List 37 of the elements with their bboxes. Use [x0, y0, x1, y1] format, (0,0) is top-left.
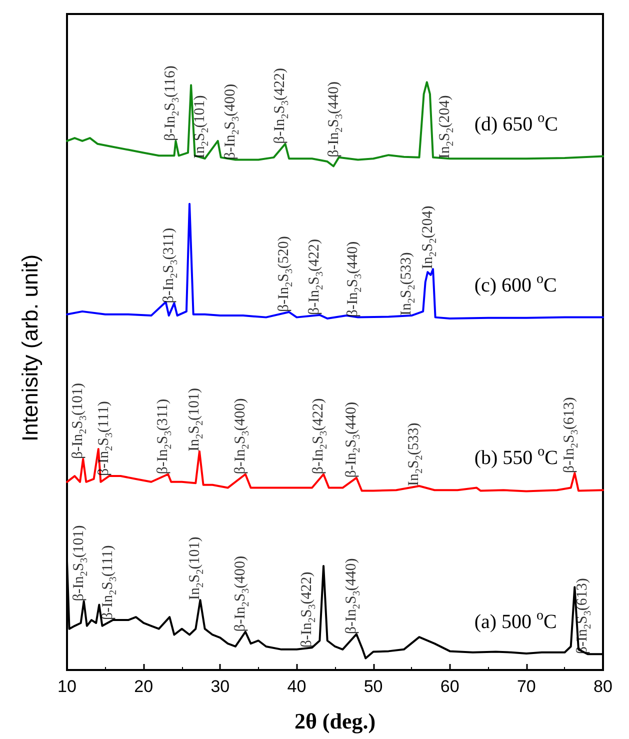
annotation: In2S2(533): [398, 252, 418, 316]
x-tick-label: 80: [594, 677, 612, 696]
annotation: β-In2S3(111): [100, 545, 119, 620]
x-tick-label: 40: [287, 677, 306, 696]
x-axis-title: 2θ (deg.): [294, 708, 376, 734]
annotation: β-In2S3(520): [276, 236, 296, 312]
annotation: β-In2S3(101): [70, 525, 90, 602]
annotation: β-In2S3(440): [344, 241, 364, 318]
annotation: In2S2(204): [436, 95, 456, 159]
y-axis-title: Intenisity (arb. unit): [18, 254, 42, 442]
x-tick-label: 60: [440, 677, 460, 696]
annotation: β-In2S3(400): [222, 84, 242, 160]
annotation: β-In2S3(440): [326, 81, 345, 158]
x-tick-label: 30: [210, 677, 230, 696]
annotation: In2S2(101): [187, 536, 206, 600]
annotation: β-In2S3(422): [306, 238, 326, 315]
annotation: β-In2S3(613): [562, 397, 581, 474]
annotation: In2S2(204): [420, 206, 440, 270]
annotation: β-In2S3(400): [232, 398, 252, 474]
annotation: β-In2S3(311): [155, 398, 174, 474]
annotation: β-In2S3(440): [343, 558, 362, 634]
annotation: In2S2(101): [186, 388, 206, 452]
x-tick-label: 50: [364, 677, 383, 696]
annotation: β-In2S3(422): [310, 398, 330, 474]
annotation: β-In2S3(422): [299, 572, 318, 648]
annotation: In2S2(101): [192, 95, 211, 159]
annotation: β-In2S3(400): [232, 556, 252, 632]
annotation: In2S2(533): [406, 422, 426, 486]
x-tick-label: 20: [134, 677, 154, 696]
x-tick-label: 10: [58, 677, 76, 696]
x-tick-label: 70: [516, 677, 536, 696]
annotation: β-In2S3(440): [343, 402, 362, 478]
annotation: β-In2S3(111): [96, 401, 116, 476]
annotation: β-In2S3(116): [162, 66, 182, 141]
annotation: β-In2S3(422): [272, 68, 292, 144]
annotation: β-In2S3(311): [161, 228, 180, 304]
annotation: β-In2S3(101): [70, 383, 90, 459]
